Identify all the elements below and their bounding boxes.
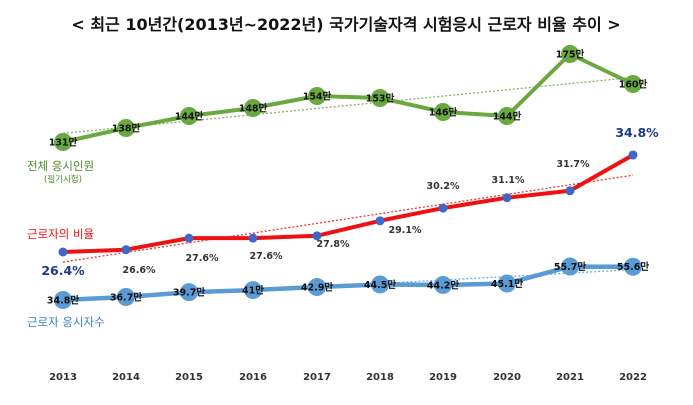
label-ratio-2018: 29.1%	[389, 225, 422, 236]
label-ratio-2015: 27.6%	[186, 253, 219, 264]
point-ratio-2017	[312, 231, 322, 241]
point-workers-2021	[561, 257, 579, 276]
label-workers-2016: 41만	[242, 285, 264, 297]
data-label-layer: 131만 138만 144만 148만 154만 153만 146만 144만 175만 160만…	[41, 49, 659, 307]
label-ratio-2017: 27.8%	[317, 239, 350, 250]
point-workers-2013	[54, 291, 72, 309]
point-workers-2022	[624, 257, 642, 276]
point-applicants-2019	[434, 103, 452, 121]
trendline-ratio	[62, 174, 634, 263]
series-line-ratio	[61, 153, 635, 254]
label-applicants-2017: 154만	[303, 91, 332, 103]
legend-total-applicants: 전체 응시인원	[27, 159, 94, 173]
legend-total-applicants-sub: (필기시험)	[44, 174, 82, 185]
x-tick-2019: 2019	[429, 372, 457, 383]
label-applicants-2018: 153만	[366, 93, 395, 105]
label-applicants-2013: 131만	[49, 137, 78, 149]
point-applicants-2017	[308, 87, 326, 105]
label-applicants-2019: 146만	[429, 107, 458, 119]
label-ratio-2014: 26.6%	[123, 265, 156, 276]
point-applicants-2022	[624, 75, 642, 93]
series-line-workers	[60, 264, 636, 303]
point-workers-2018	[371, 275, 389, 294]
x-tick-2015: 2015	[175, 372, 203, 383]
label-applicants-2016: 148만	[239, 103, 268, 115]
point-applicants-2015	[180, 107, 198, 125]
point-applicants-2014	[117, 119, 135, 137]
label-workers-2013: 34.8만	[47, 295, 79, 307]
label-workers-2022: 55.6만	[617, 261, 649, 273]
point-workers-2014	[117, 287, 135, 306]
x-tick-2017: 2017	[303, 372, 331, 383]
point-ratio-2018	[375, 216, 385, 226]
chart-title: < 최근 10년간(2013년~2022년) 국가기술자격 시험응시 근로자 비…	[71, 15, 620, 34]
point-workers-2016	[244, 281, 262, 300]
x-tick-2020: 2020	[493, 372, 521, 383]
label-workers-2018: 44.5만	[364, 279, 396, 291]
series-point-layer	[54, 45, 642, 309]
x-tick-2014: 2014	[112, 372, 140, 383]
label-workers-2014: 36.7만	[110, 291, 142, 303]
label-ratio-2020: 31.1%	[492, 175, 525, 186]
point-ratio-2022	[628, 150, 638, 160]
label-workers-2015: 39.7만	[173, 287, 205, 299]
label-ratio-2013: 26.4%	[41, 263, 85, 278]
point-workers-2020	[498, 274, 516, 293]
label-workers-2020: 45.1만	[491, 278, 523, 290]
point-applicants-2013	[54, 133, 72, 151]
point-applicants-2018	[371, 89, 389, 107]
point-ratio-2015	[184, 233, 194, 243]
point-ratio-2021	[565, 186, 575, 196]
x-tick-2018: 2018	[366, 372, 394, 383]
x-tick-2021: 2021	[556, 372, 584, 383]
point-ratio-2014	[121, 245, 131, 255]
point-ratio-2020	[502, 193, 512, 203]
legend-worker-applicants: 근로자 응시자수	[27, 315, 105, 329]
point-applicants-2021	[561, 45, 579, 63]
label-workers-2021: 55.7만	[554, 261, 586, 273]
series-line-layer	[60, 52, 636, 303]
series-line-applicants	[61, 52, 635, 144]
x-tick-2016: 2016	[239, 372, 267, 383]
label-workers-2017: 42.9만	[301, 282, 333, 294]
point-ratio-2013	[58, 247, 68, 257]
label-applicants-2021: 175만	[556, 49, 585, 61]
label-applicants-2020: 144만	[493, 111, 522, 123]
point-applicants-2020	[498, 107, 516, 125]
label-ratio-2022: 34.8%	[615, 125, 659, 140]
x-tick-2022: 2022	[619, 372, 647, 383]
point-workers-2017	[308, 278, 326, 297]
label-applicants-2022: 160만	[619, 79, 648, 91]
x-tick-2013: 2013	[49, 372, 77, 383]
point-ratio-2016	[248, 233, 258, 243]
label-applicants-2015: 144만	[175, 111, 204, 123]
label-workers-2019: 44.2만	[427, 279, 459, 291]
series-legend: 전체 응시인원 (필기시험) 근로자의 비율 근로자 응시자수	[27, 159, 105, 329]
label-ratio-2021: 31.7%	[557, 159, 590, 170]
x-axis: 2013 2014 2015 2016 2017 2018 2019 2020 2021 2022	[49, 372, 647, 383]
label-applicants-2014: 138만	[112, 123, 141, 135]
point-ratio-2019	[438, 203, 448, 213]
legend-worker-ratio: 근로자의 비율	[27, 227, 94, 241]
label-ratio-2019: 30.2%	[427, 181, 460, 192]
point-applicants-2016	[244, 99, 262, 117]
point-workers-2019	[434, 275, 452, 294]
point-workers-2015	[180, 283, 198, 302]
label-ratio-2016: 27.6%	[250, 251, 283, 262]
